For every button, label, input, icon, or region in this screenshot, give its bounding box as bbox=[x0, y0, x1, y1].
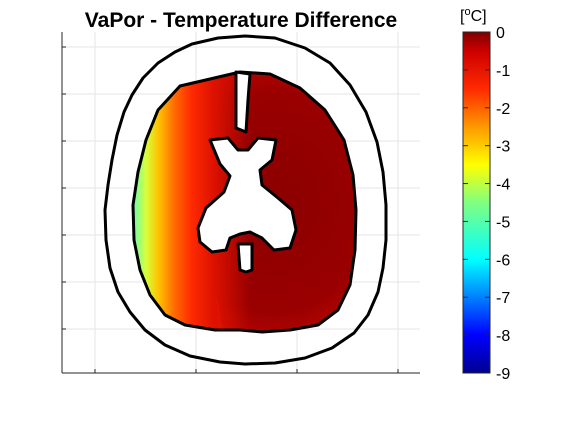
skull-outline bbox=[103, 34, 388, 366]
ventricle-outline bbox=[196, 136, 298, 254]
colorbar-tick-label: -6 bbox=[496, 252, 510, 269]
third-ventricle-outline bbox=[236, 242, 254, 274]
colorbar-gradient bbox=[462, 31, 491, 374]
fissure-outline bbox=[234, 70, 252, 134]
axes bbox=[61, 32, 420, 374]
colorbar-tick-label: -1 bbox=[496, 63, 510, 80]
colorbar-tick-label: -3 bbox=[496, 139, 510, 156]
colorbar-tick-label: -4 bbox=[496, 177, 510, 194]
brain-outline bbox=[131, 70, 358, 334]
colorbar: [oC] 0 -1 -2 -3 -4 -5 -6 -7 -8 -9 bbox=[460, 6, 510, 383]
colorbar-tick-label: -9 bbox=[496, 366, 510, 383]
colorbar-unit-label: [oC] bbox=[460, 6, 487, 25]
chart-title: VaPor - Temperature Difference bbox=[85, 9, 397, 32]
colorbar-tick-label: -5 bbox=[496, 214, 510, 231]
colorbar-tick-label: -2 bbox=[496, 101, 510, 118]
colorbar-tick-label: -7 bbox=[496, 290, 510, 307]
colorbar-tick-label: 0 bbox=[496, 25, 505, 42]
colorbar-tick-label: -8 bbox=[496, 328, 510, 345]
